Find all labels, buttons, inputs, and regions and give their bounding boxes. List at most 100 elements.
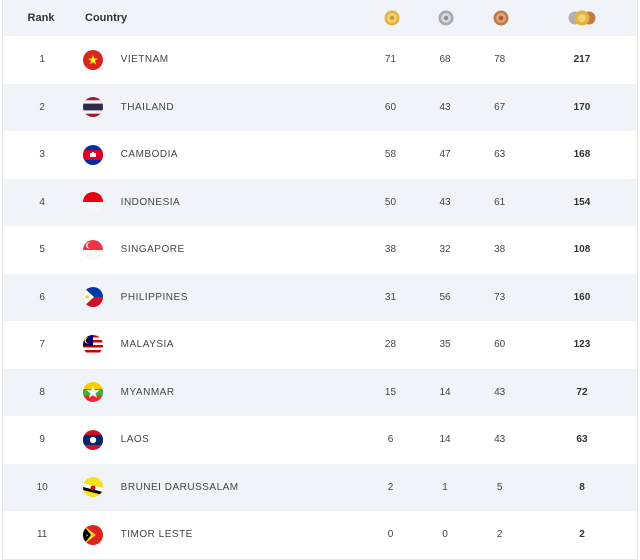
flag-cell [81, 477, 120, 498]
bronze-count: 60 [494, 339, 506, 351]
silver-count: 14 [439, 386, 451, 398]
country-name[interactable]: BRUNEI DARUSSALAM [120, 481, 239, 493]
total-count: 108 [573, 244, 591, 256]
flag-cell [81, 239, 120, 260]
indonesia-flag-icon [83, 192, 104, 213]
myanmar-flag-icon [83, 382, 104, 403]
gold-column-header[interactable] [365, 10, 419, 26]
country-name[interactable]: CAMBODIA [120, 149, 179, 161]
table-row[interactable]: 6 PHILIPPINES 31 56 73 160 [3, 273, 637, 321]
gold-count: 71 [384, 54, 397, 66]
gold-count: 28 [384, 339, 397, 351]
country-name[interactable]: PHILIPPINES [120, 291, 188, 303]
bronze-count: 67 [494, 101, 506, 113]
total-count: 217 [573, 54, 591, 66]
silver-count: 43 [439, 196, 451, 208]
country-name[interactable]: TIMOR LESTE [120, 529, 193, 541]
gold-count: 50 [384, 196, 397, 208]
flag-cell [81, 192, 120, 213]
total-column-header[interactable] [528, 10, 637, 26]
silver-count: 1 [442, 481, 448, 493]
total-count: 2 [579, 529, 585, 541]
silver-count: 47 [439, 149, 451, 161]
country-name[interactable]: THAILAND [120, 101, 175, 113]
flag-cell [81, 49, 120, 70]
rank-cell: 2 [39, 101, 45, 113]
bronze-count: 38 [494, 244, 506, 256]
flag-cell [81, 287, 120, 308]
country-name[interactable]: SINGAPORE [120, 244, 185, 256]
silver-column-header[interactable] [419, 10, 473, 26]
silver-count: 68 [439, 54, 451, 66]
gold-medal-icon [384, 10, 400, 26]
total-count: 154 [573, 196, 591, 208]
table-row[interactable]: 2 THAILAND 60 43 67 170 [3, 83, 637, 131]
bronze-count: 43 [494, 434, 506, 446]
country-name[interactable]: LAOS [120, 434, 150, 446]
gold-count: 38 [384, 244, 397, 256]
country-name[interactable]: INDONESIA [120, 196, 181, 208]
country-name[interactable]: MALAYSIA [120, 339, 174, 351]
thailand-flag-icon [83, 97, 104, 118]
gold-count: 31 [384, 291, 397, 303]
laos-flag-icon [83, 429, 104, 450]
rank-cell: 5 [39, 244, 45, 256]
total-count: 8 [579, 481, 585, 493]
rank-cell: 4 [39, 196, 45, 208]
gold-count: 6 [387, 434, 394, 446]
brunei-flag-icon [83, 477, 104, 498]
flag-cell [81, 429, 120, 450]
bronze-column-header[interactable] [473, 10, 527, 26]
table-row[interactable]: 9 LAOS 6 14 43 63 [3, 416, 637, 464]
silver-count: 0 [442, 529, 448, 541]
rank-cell: 7 [39, 339, 45, 351]
philippines-flag-icon [83, 287, 104, 308]
gold-count: 15 [384, 386, 397, 398]
total-count: 170 [573, 101, 591, 113]
table-row[interactable]: 8 MYANMAR 15 14 43 72 [3, 368, 637, 416]
bronze-count: 61 [494, 196, 506, 208]
rank-cell: 1 [39, 54, 45, 66]
country-name[interactable]: VIETNAM [120, 54, 169, 66]
timor-leste-flag-icon [83, 524, 104, 545]
cambodia-flag-icon [83, 144, 104, 165]
rank-cell: 10 [36, 481, 48, 493]
rank-cell: 3 [39, 149, 45, 161]
total-count: 72 [576, 386, 588, 398]
table-row[interactable]: 1 VIETNAM 71 68 78 217 [3, 36, 637, 84]
bronze-medal-icon [493, 10, 508, 26]
malaysia-flag-icon [83, 334, 104, 355]
gold-count: 0 [387, 529, 394, 541]
flag-cell [81, 382, 120, 403]
rank-cell: 8 [39, 386, 45, 398]
country-name[interactable]: MYANMAR [120, 386, 175, 398]
table-row[interactable]: 11 TIMOR LESTE 0 0 2 2 [3, 511, 637, 559]
table-row[interactable]: 7 MALAYSIA 28 35 60 123 [3, 321, 637, 369]
total-count: 160 [573, 291, 591, 303]
rank-cell: 6 [39, 291, 45, 303]
table-row[interactable]: 4 INDONESIA 50 43 61 154 [3, 178, 637, 226]
bronze-count: 78 [494, 54, 506, 66]
silver-count: 14 [439, 434, 451, 446]
table-header: Rank Country [3, 0, 637, 36]
gold-count: 60 [384, 101, 397, 113]
bronze-count: 63 [494, 149, 506, 161]
singapore-flag-icon [83, 239, 104, 260]
flag-cell [81, 97, 120, 118]
silver-count: 56 [439, 291, 451, 303]
silver-count: 32 [439, 244, 451, 256]
rank-column-header[interactable]: Rank [27, 12, 55, 24]
bronze-count: 5 [496, 481, 503, 493]
table-row[interactable]: 10 BRUNEI DARUSSALAM 2 1 5 8 [3, 463, 637, 511]
silver-count: 43 [439, 101, 451, 113]
rank-cell: 11 [36, 529, 48, 541]
country-column-header[interactable]: Country [85, 12, 128, 24]
flag-cell [81, 144, 120, 165]
table-row[interactable]: 5 SINGAPORE 38 32 38 108 [3, 226, 637, 274]
silver-medal-icon [438, 10, 454, 26]
total-medals-icon [568, 10, 596, 26]
total-count: 168 [573, 149, 591, 161]
table-row[interactable]: 3 CAMBODIA 58 47 63 168 [3, 131, 637, 179]
gold-count: 2 [387, 481, 394, 493]
